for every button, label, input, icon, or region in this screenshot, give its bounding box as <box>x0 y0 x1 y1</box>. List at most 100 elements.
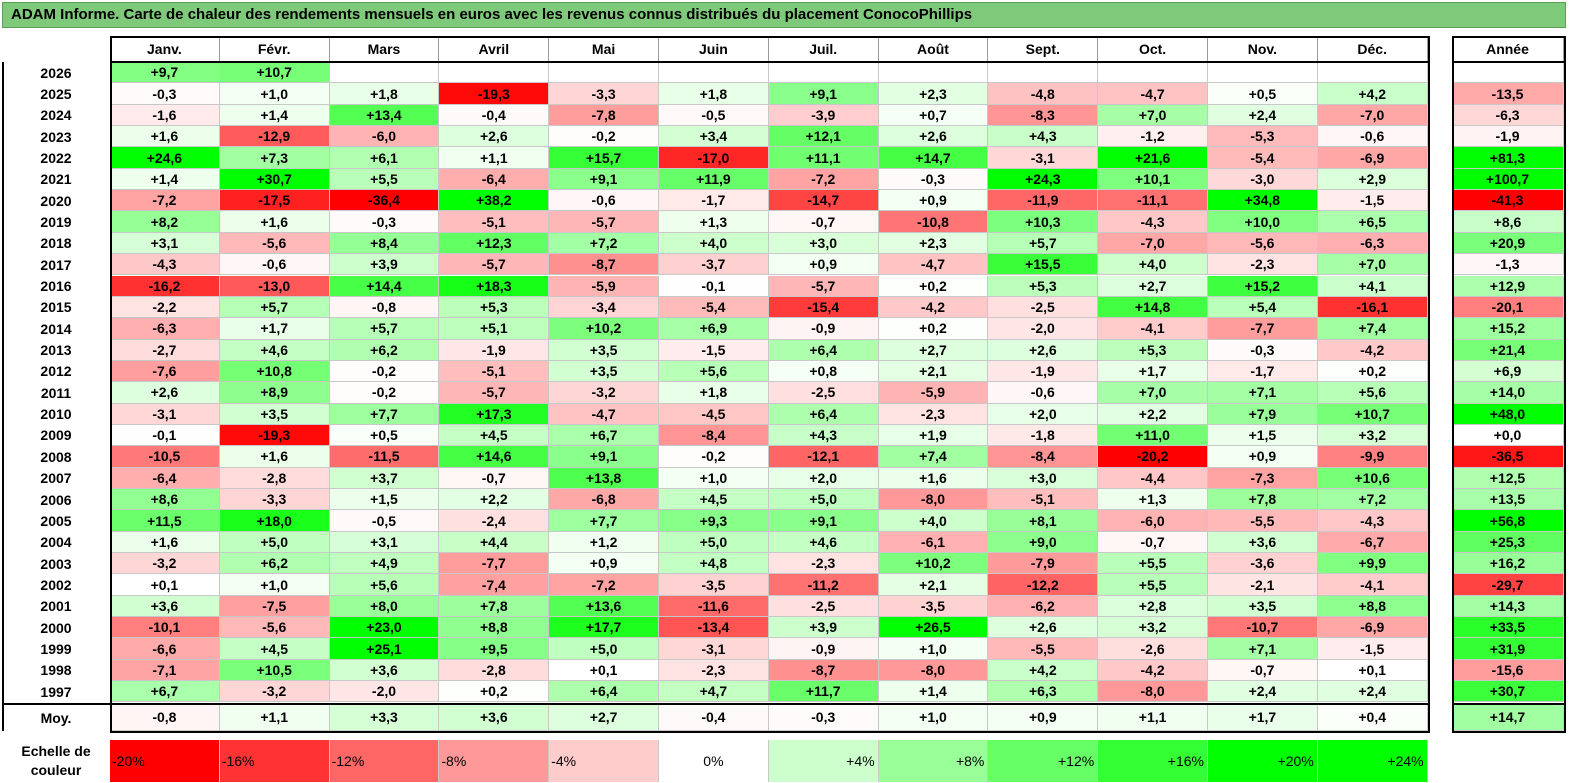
heatmap-cell: -2,8 <box>439 659 550 682</box>
heatmap-cell: +2,4 <box>1208 681 1318 703</box>
heatmap-cell: +4,5 <box>439 424 550 447</box>
heatmap-cell: -2,5 <box>768 595 879 618</box>
heatmap-cell: +11,1 <box>768 147 879 169</box>
color-scale-cell: -8% <box>439 740 550 782</box>
month-header: Juil. <box>768 36 879 62</box>
heatmap-cell: -8,3 <box>988 104 1099 127</box>
heatmap-cell: +8,0 <box>329 595 440 618</box>
year-label: 2022 <box>40 149 72 166</box>
heatmap-cell: -5,5 <box>1208 510 1318 532</box>
heatmap-cell: +0,2 <box>878 275 989 297</box>
heatmap-cell: +9,7 <box>110 62 220 84</box>
heatmap-cell: +3,9 <box>768 617 879 639</box>
heatmap-cell: -12,9 <box>219 126 330 148</box>
heatmap-cell: +3,7 <box>329 467 440 489</box>
heatmap-cell: +13,6 <box>549 595 659 618</box>
heatmap-cell: +5,0 <box>768 489 879 511</box>
heatmap-cell: +14,7 <box>878 147 989 169</box>
heatmap-cell: +1,6 <box>878 467 989 489</box>
heatmap-cell: -12,1 <box>768 446 879 468</box>
heatmap-cell: +10,1 <box>1098 168 1208 191</box>
heatmap-cell: +2,4 <box>1317 681 1428 703</box>
heatmap-cell: -6,0 <box>1098 510 1208 532</box>
color-scale-cell: 0% <box>659 740 769 782</box>
heatmap-cell: +3,6 <box>1208 531 1318 554</box>
heatmap-cell: -8,0 <box>1098 681 1208 703</box>
heatmap-cell: +4,0 <box>659 232 769 255</box>
heatmap-cell: +11,7 <box>768 681 879 703</box>
heatmap-cell: -6,4 <box>110 467 220 489</box>
heatmap-cell: +2,8 <box>1098 595 1208 618</box>
heatmap-cell: -7,2 <box>549 574 659 596</box>
heatmap-cell: -5,1 <box>988 489 1099 511</box>
heatmap-cell: +1,4 <box>878 681 989 703</box>
heatmap-cell: +4,1 <box>1317 275 1428 297</box>
heatmap-cell: -2,3 <box>768 553 879 575</box>
heatmap-cell: -7,2 <box>110 190 220 212</box>
heatmap-cell: +0,7 <box>878 104 989 127</box>
heatmap-cell: +9,1 <box>549 168 659 191</box>
year-label: 1997 <box>40 683 72 700</box>
heatmap-cell: +5,3 <box>1098 339 1208 361</box>
average-cell: +1,0 <box>878 704 989 731</box>
heatmap-cell: +17,3 <box>439 403 550 425</box>
heatmap-cell: +5,1 <box>439 318 550 340</box>
heatmap-cell: -3,9 <box>768 104 879 127</box>
heatmap-cell: -0,2 <box>329 382 440 404</box>
year-label: 2015 <box>40 299 72 316</box>
annual-cell: +12,5 <box>1452 467 1564 489</box>
heatmap-cell: -16,1 <box>1317 296 1428 319</box>
average-cell: +0,4 <box>1317 704 1428 731</box>
year-label: 2024 <box>40 107 72 124</box>
heatmap-cell: +1,5 <box>329 489 440 511</box>
year-label: 2004 <box>40 534 72 551</box>
heatmap-cell: +5,7 <box>988 232 1099 255</box>
heatmap-cell: -10,1 <box>110 617 220 639</box>
heatmap-cell: -2,0 <box>988 318 1099 340</box>
header-separator <box>110 61 1428 63</box>
heatmap-cell: -0,6 <box>219 254 330 276</box>
heatmap-cell: -5,6 <box>219 232 330 255</box>
heatmap-cell: +1,7 <box>1098 360 1208 383</box>
average-label: Moy. <box>40 709 72 726</box>
annual-cell: +20,9 <box>1452 232 1564 255</box>
heatmap-cell: +3,5 <box>549 360 659 383</box>
heatmap-cell: +21,6 <box>1098 147 1208 169</box>
heatmap-cell: +8,2 <box>110 211 220 233</box>
heatmap-cell: +2,9 <box>1317 168 1428 191</box>
heatmap-cell: -2,0 <box>329 681 440 703</box>
heatmap-cell: -10,8 <box>878 211 989 233</box>
month-header: Mai <box>549 36 659 62</box>
heatmap-cell: -0,2 <box>549 126 659 148</box>
chart-title: ADAM Informe. Carte de chaleur des rende… <box>2 2 1566 28</box>
month-header: Mars <box>329 36 440 62</box>
color-scale-cell: -20% <box>110 740 220 782</box>
heatmap-cell: -5,4 <box>1208 147 1318 169</box>
heatmap-cell: -8,0 <box>878 659 989 682</box>
heatmap-cell: -7,7 <box>439 553 550 575</box>
heatmap-cell: +10,8 <box>219 360 330 383</box>
heatmap-cell: -5,7 <box>439 382 550 404</box>
heatmap-cell: -5,6 <box>219 617 330 639</box>
heatmap-cell: +2,4 <box>1208 104 1318 127</box>
color-scale-label: Echelle de couleur <box>21 743 91 778</box>
heatmap-cell: -7,3 <box>1208 467 1318 489</box>
heatmap-cell: +5,3 <box>988 275 1099 297</box>
heatmap-cell: -10,5 <box>110 446 220 468</box>
heatmap-cell: -8,7 <box>768 659 879 682</box>
heatmap-cell: +3,1 <box>329 531 440 554</box>
annual-cell: +48,0 <box>1452 403 1564 425</box>
annual-cell: +25,3 <box>1452 531 1564 554</box>
heatmap-cell: -6,3 <box>1317 232 1428 255</box>
heatmap-cell: -0,3 <box>110 83 220 105</box>
heatmap-cell: -6,0 <box>329 126 440 148</box>
heatmap-cell: +24,6 <box>110 147 220 169</box>
heatmap-cell: -4,7 <box>549 403 659 425</box>
heatmap-cell: +2,6 <box>988 617 1099 639</box>
heatmap-cell: +0,8 <box>768 360 879 383</box>
heatmap-cell: +3,5 <box>1208 595 1318 618</box>
month-header: Sept. <box>988 36 1099 62</box>
heatmap-cell: -0,3 <box>1208 339 1318 361</box>
heatmap-cell: +12,1 <box>768 126 879 148</box>
heatmap-cell: -1,5 <box>1317 190 1428 212</box>
